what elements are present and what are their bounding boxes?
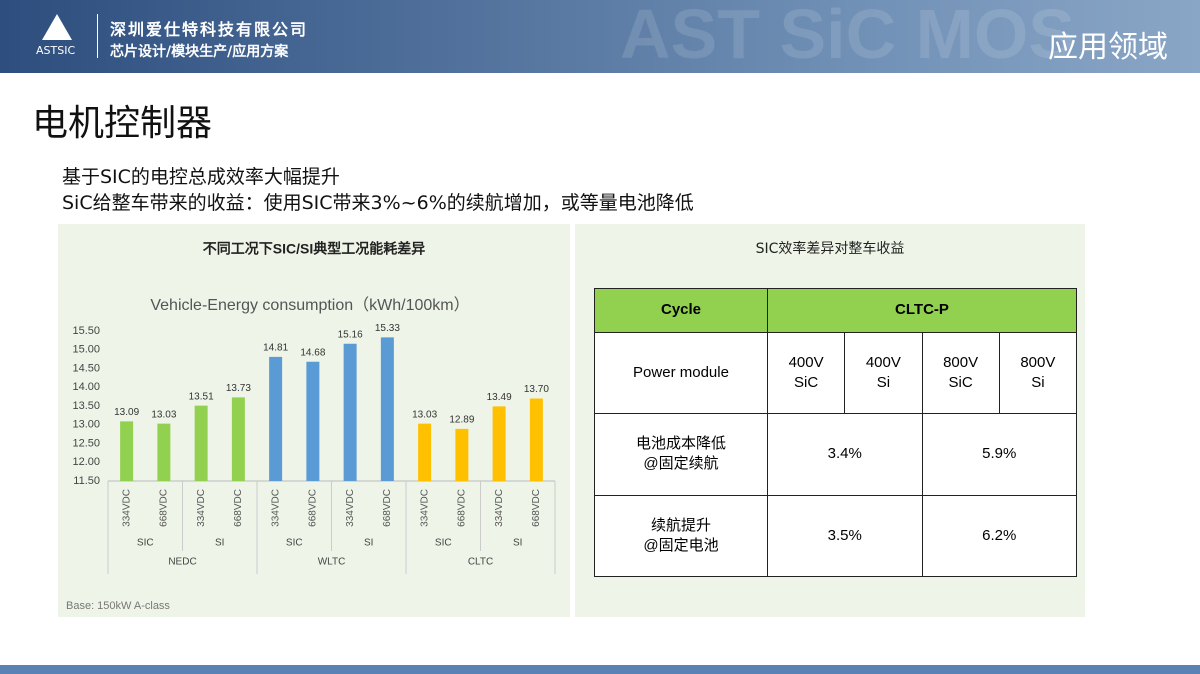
value-label: 15.33 <box>375 323 400 334</box>
value-label: 15.16 <box>338 329 363 340</box>
company: 深圳爱仕特科技有限公司 <box>110 20 309 39</box>
subgroup-label: SI <box>513 538 522 549</box>
value-label: 13.03 <box>151 409 176 420</box>
table-title: SIC效率差异对整车收益 <box>755 241 905 257</box>
x-tick-label: 668VDC <box>382 489 393 527</box>
value-label: 13.51 <box>189 391 214 402</box>
cell: 6.2% <box>921 494 1077 578</box>
slide-title: 电机控制器 <box>32 103 213 144</box>
value-label: 13.49 <box>487 392 512 403</box>
value-label: 13.09 <box>114 407 139 418</box>
bar <box>120 421 134 481</box>
chart-subtitle: Vehicle-Energy consumption（kWh/100km） <box>150 296 469 314</box>
bar <box>306 361 320 481</box>
subgroup-label: SI <box>364 538 373 549</box>
bar <box>380 337 394 481</box>
group-label: CLTC <box>468 557 493 568</box>
cell: 续航提升 @固定电池 <box>594 494 768 578</box>
cell: 3.4% <box>767 413 923 496</box>
value-label: 13.03 <box>412 409 437 420</box>
chart-note: Base: 150kW A-class <box>66 600 170 612</box>
y-tick-label: 12.50 <box>72 437 100 449</box>
subgroup-label: SI <box>215 538 224 549</box>
point: SiC给整车带来的收益：使用SIC带来3%~6%的续航增加，或等量电池降低 <box>62 192 694 214</box>
group-label: NEDC <box>168 557 196 568</box>
bar <box>455 428 469 481</box>
point: 基于SIC的电控总成效率大幅提升 <box>62 166 340 188</box>
x-tick-label: 334VDC <box>196 489 207 527</box>
bar <box>343 343 357 481</box>
subgroup-label: SIC <box>435 538 452 549</box>
bar <box>418 423 432 481</box>
y-tick-label: 13.00 <box>72 419 100 431</box>
y-tick-label: 15.00 <box>72 344 100 356</box>
x-tick-label: 668VDC <box>159 489 170 527</box>
y-tick-label: 15.50 <box>72 325 100 337</box>
y-tick-label: 13.50 <box>72 400 100 412</box>
value-label: 14.68 <box>300 347 325 358</box>
chart-panel: 不同工况下SIC/SI典型工况能耗差异 Vehicle-Energy consu… <box>58 224 570 617</box>
chart-title: 不同工况下SIC/SI典型工况能耗差异 <box>203 241 425 257</box>
bar <box>231 397 245 481</box>
cell: 400V Si <box>844 331 923 415</box>
logo: ASTSIC <box>36 44 76 57</box>
separator <box>97 14 98 58</box>
y-tick-label: 14.00 <box>72 381 100 393</box>
table: Cycle CLTC-P Power module 400V SiC 400V Si 8… <box>594 288 1078 578</box>
bar <box>492 406 506 481</box>
cell: CLTC-P <box>767 288 1077 333</box>
x-tick-label: 334VDC <box>419 489 430 527</box>
subgroup-label: SIC <box>286 538 303 549</box>
cell: 5.9% <box>921 413 1077 496</box>
section: 应用领域 <box>1048 30 1168 65</box>
x-tick-label: 334VDC <box>121 489 132 527</box>
bar <box>529 398 543 481</box>
y-tick-label: 12.00 <box>72 456 100 468</box>
x-tick-label: 334VDC <box>270 489 281 527</box>
x-tick-label: 334VDC <box>494 489 505 527</box>
subgroup-label: SIC <box>137 538 154 549</box>
x-tick-label: 668VDC <box>233 489 244 527</box>
value-label: 12.89 <box>449 415 474 426</box>
tagline: 芯片设计/模块生产/应用方案 <box>110 44 289 60</box>
cell: 3.5% <box>767 494 923 578</box>
x-tick-label: 668VDC <box>308 489 319 527</box>
watermark: AST SiC MOS <box>620 0 1076 73</box>
x-tick-label: 334VDC <box>345 489 356 527</box>
x-tick-label: 668VDC <box>531 489 542 527</box>
logo-mark <box>42 14 72 40</box>
cell: Cycle <box>594 288 768 333</box>
value-label: 14.81 <box>263 343 288 354</box>
bar <box>157 423 171 481</box>
header-bar <box>0 0 1200 73</box>
cell: 800V Si <box>998 331 1078 415</box>
bar <box>269 356 283 481</box>
y-tick-label: 14.50 <box>72 362 100 374</box>
bar <box>194 405 208 481</box>
cell: 800V SiC <box>921 331 1000 415</box>
footer-bar <box>0 665 1200 674</box>
cell: 400V SiC <box>766 331 846 415</box>
x-tick-label: 668VDC <box>457 489 468 527</box>
value-label: 13.73 <box>226 383 251 394</box>
chart: 不同工况下SIC/SI典型工况能耗差异 Vehicle-Energy consu… <box>66 241 556 612</box>
cell: 电池成本降低 @固定续航 <box>594 413 768 496</box>
y-tick-label: 11.50 <box>73 475 100 487</box>
value-label: 13.70 <box>524 384 549 395</box>
group-label: WLTC <box>318 557 346 568</box>
cell: Power module <box>594 331 768 415</box>
